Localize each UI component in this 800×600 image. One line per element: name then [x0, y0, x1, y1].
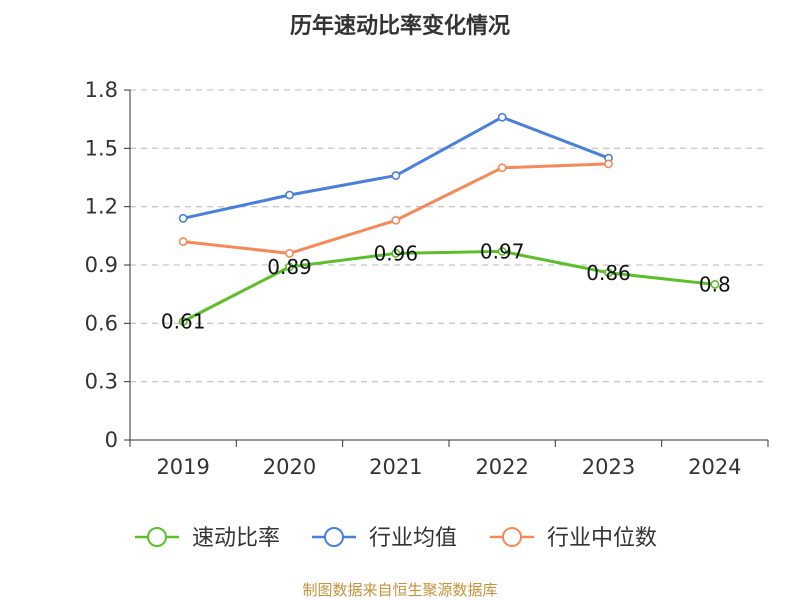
data-point [178, 316, 188, 326]
data-point [285, 190, 294, 200]
data-label: 0.89 [267, 255, 312, 279]
chart-title: 历年速动比率变化情况 [290, 13, 510, 39]
legend-label: 行业均值 [369, 526, 457, 551]
legend-item-1[interactable]: 行业均值 [312, 526, 457, 551]
data-point [178, 213, 188, 223]
y-tick-label: 0 [105, 428, 118, 452]
y-tick-label: 1.2 [85, 195, 118, 219]
grid-lines [130, 89, 768, 383]
data-label: 0.61 [161, 309, 206, 333]
x-tick-label: 2021 [369, 455, 422, 479]
data-point [497, 163, 507, 173]
y-tick-label: 0.3 [85, 370, 118, 394]
data-label: 0.86 [586, 261, 631, 285]
data-label: 0.97 [480, 239, 525, 263]
x-tick-label: 2019 [156, 455, 209, 479]
x-tick-label: 2020 [263, 455, 316, 479]
data-point [391, 248, 401, 258]
y-tick-label: 1.5 [85, 136, 118, 160]
data-point [391, 171, 401, 180]
legend-marker [324, 527, 344, 547]
series-line-1 [182, 115, 610, 220]
series-line-0 [182, 249, 715, 323]
source-note: 制图数据来自恒生聚源数据库 [302, 581, 497, 599]
data-label: 0.96 [374, 241, 419, 265]
data-point [178, 237, 188, 247]
y-tick-label: 0.9 [85, 253, 118, 277]
series-layer [178, 112, 720, 326]
axes: 0 0.3 0.6 0.9 1.2 1.5 1.8 2019 2020 2021 2022 2023 2… [85, 78, 769, 479]
legend-marker [147, 527, 167, 547]
legend-label: 行业中位数 [547, 526, 657, 551]
data-labels: 0.61 0.89 0.96 0.97 0.86 0.8 [161, 239, 731, 333]
data-point [604, 268, 613, 278]
x-tick-label: 2024 [688, 455, 741, 479]
legend-item-0[interactable]: 速动比率 [135, 526, 280, 551]
y-tick-label: 0.6 [85, 311, 118, 335]
data-point [285, 262, 294, 272]
x-tick-label: 2023 [582, 455, 635, 479]
data-label: 0.8 [699, 272, 731, 296]
y-tick-label: 1.8 [85, 78, 118, 102]
data-point [391, 215, 401, 225]
data-point [604, 159, 613, 169]
legend-label: 速动比率 [192, 526, 280, 551]
data-point [710, 280, 720, 289]
data-point [497, 246, 507, 256]
data-point [497, 112, 507, 122]
x-tick-label: 2022 [475, 455, 528, 479]
legend-item-2[interactable]: 行业中位数 [490, 526, 657, 551]
legend[interactable]: 速动比率 行业均值 行业中位数 [135, 526, 657, 551]
data-point [285, 248, 294, 258]
legend-marker [502, 527, 522, 547]
